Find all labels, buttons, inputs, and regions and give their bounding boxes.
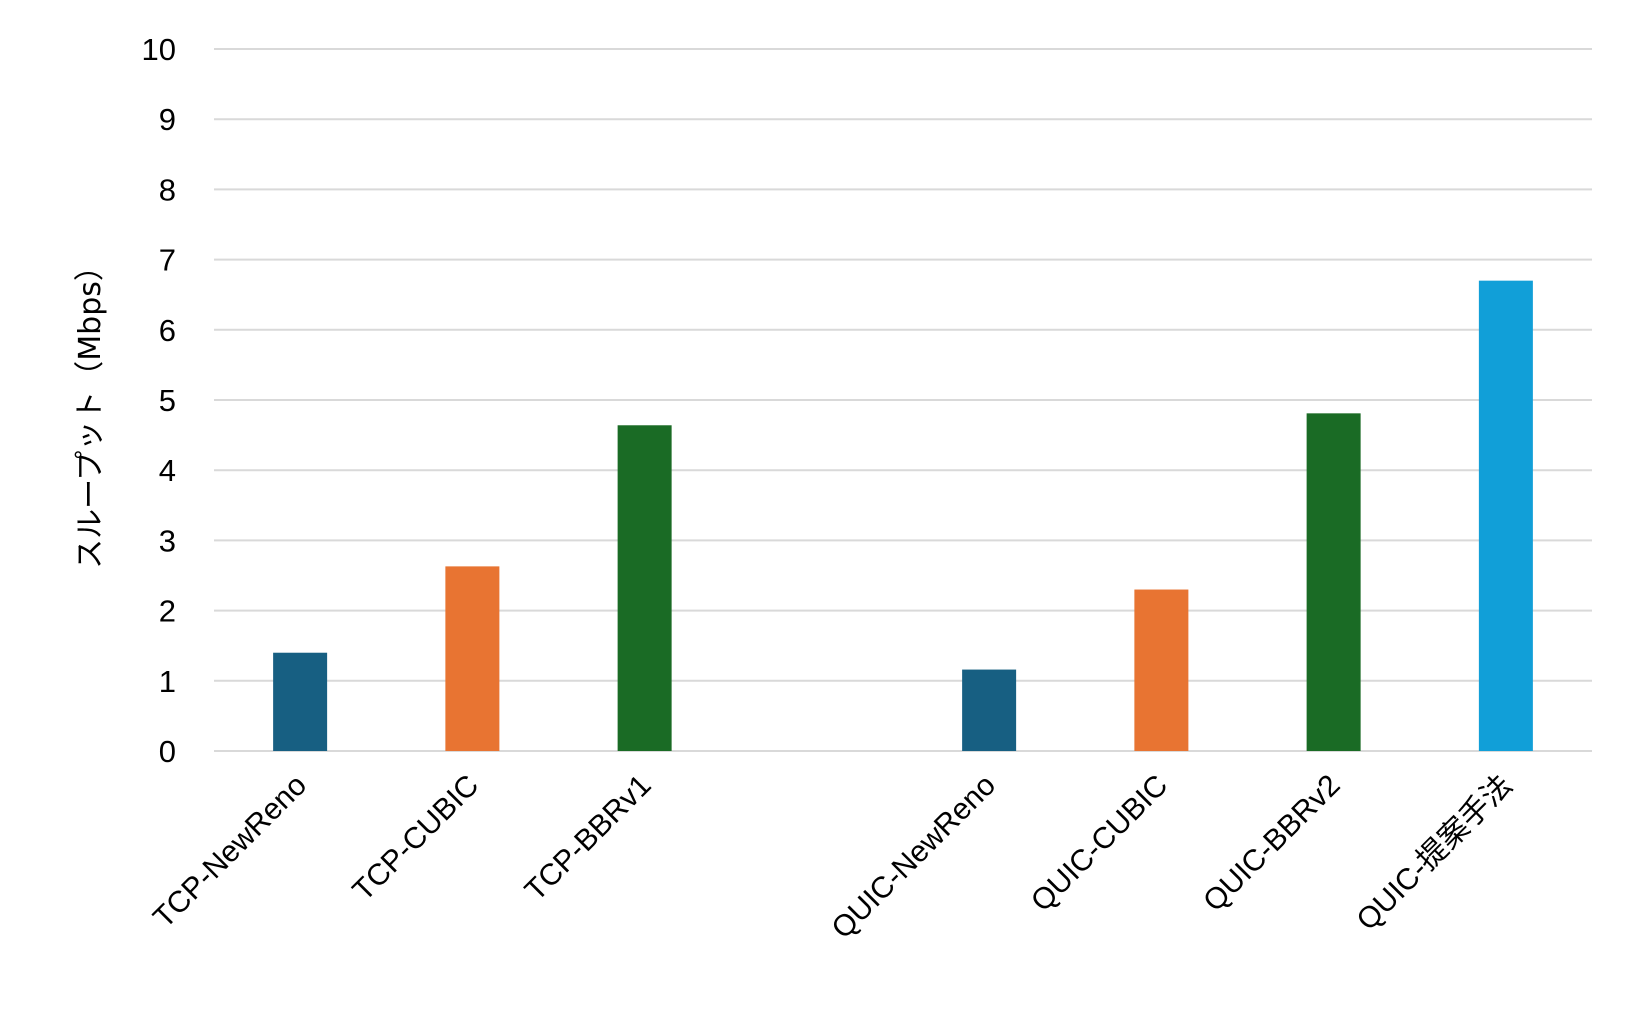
y-tick-label: 5 <box>159 383 176 418</box>
bars <box>273 280 1533 751</box>
x-tick-label: TCP-NewReno <box>147 769 313 935</box>
y-tick-label: 2 <box>159 594 176 629</box>
bar <box>1134 589 1189 751</box>
x-tick-label: QUIC-BBRv2 <box>1197 769 1346 918</box>
gridlines <box>214 48 1592 752</box>
x-tick-label: TCP-CUBIC <box>346 769 485 908</box>
bar <box>617 425 672 751</box>
y-tick-label: 4 <box>159 453 176 488</box>
x-axis-labels: TCP-NewReno TCP-CUBIC TCP-BBRv1 QUIC-NewRen… <box>147 769 1519 946</box>
y-axis-ticks: 0 1 2 3 4 5 6 7 8 9 10 <box>142 32 176 769</box>
x-tick-label: QUIC-NewReno <box>825 769 1002 946</box>
bar <box>445 566 500 751</box>
bar <box>1306 413 1361 751</box>
bar <box>962 669 1017 751</box>
y-axis-title: スループット（Mbps） <box>73 251 108 569</box>
bar <box>273 652 328 751</box>
x-tick-label: TCP-BBRv1 <box>519 769 658 908</box>
y-tick-label: 7 <box>159 243 176 278</box>
y-tick-label: 0 <box>159 734 176 769</box>
y-tick-label: 10 <box>142 32 176 67</box>
x-tick-label: QUIC-提案手法 <box>1351 769 1519 937</box>
y-tick-label: 6 <box>159 313 176 348</box>
y-tick-label: 8 <box>159 172 176 207</box>
y-tick-label: 9 <box>159 102 176 137</box>
y-tick-label: 3 <box>159 523 176 558</box>
y-tick-label: 1 <box>159 664 176 699</box>
bar <box>1478 280 1533 751</box>
x-tick-label: QUIC-CUBIC <box>1025 769 1174 918</box>
